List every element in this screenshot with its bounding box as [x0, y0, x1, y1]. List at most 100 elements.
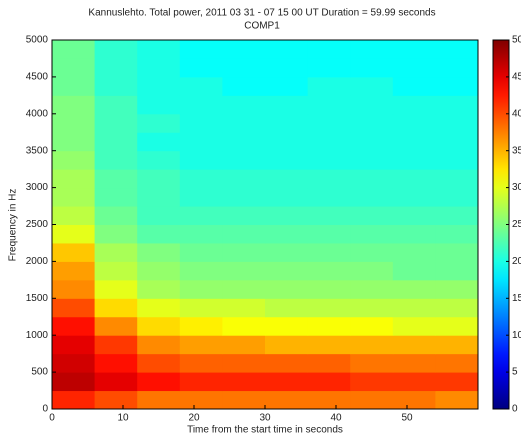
- heat-cell: [137, 76, 181, 96]
- heat-cell: [350, 335, 394, 355]
- heat-cell: [307, 298, 351, 318]
- heat-cell: [265, 95, 309, 115]
- heat-cell: [52, 279, 96, 299]
- heat-cell: [137, 242, 181, 262]
- colorbar-tick-label: 40: [512, 108, 521, 119]
- heat-cell: [392, 206, 436, 225]
- heat-cell: [179, 390, 223, 410]
- heat-cell: [222, 206, 266, 225]
- x-tick-label: 0: [49, 413, 55, 424]
- heat-cell: [94, 113, 138, 133]
- heat-cell: [307, 335, 351, 355]
- colorbar-tick-label: 0: [512, 404, 518, 415]
- heat-cell: [137, 316, 181, 336]
- heat-cell: [52, 390, 96, 410]
- heat-cell: [179, 58, 223, 78]
- heat-cell: [392, 132, 436, 152]
- y-tick-label: 0: [42, 404, 48, 415]
- heat-cell: [350, 132, 394, 152]
- heat-cell: [52, 150, 96, 170]
- heat-cell: [307, 242, 351, 262]
- heat-cell: [350, 298, 394, 318]
- heat-cell: [265, 242, 309, 262]
- heat-cell: [435, 132, 479, 152]
- heat-cell: [265, 206, 309, 225]
- heat-cell: [179, 224, 223, 244]
- heat-cell: [52, 58, 96, 78]
- heat-cell: [222, 150, 266, 170]
- heat-cell: [137, 372, 181, 392]
- heat-cell: [265, 187, 309, 207]
- heat-cell: [222, 372, 266, 392]
- y-tick-label: 2500: [26, 219, 49, 230]
- heat-cell: [435, 298, 479, 318]
- y-tick-label: 500: [31, 367, 48, 378]
- heat-cell: [307, 76, 351, 96]
- colorbar-tick-label: 35: [512, 145, 521, 156]
- heat-cell: [222, 261, 266, 281]
- heat-cell: [435, 187, 479, 207]
- heat-cell: [179, 279, 223, 299]
- heat-cell: [179, 187, 223, 207]
- heat-cell: [94, 169, 138, 189]
- heat-cell: [52, 316, 96, 336]
- heat-cell: [179, 261, 223, 281]
- heat-cell: [94, 316, 138, 336]
- heat-cell: [350, 95, 394, 115]
- heat-cell: [222, 316, 266, 336]
- heat-cell: [435, 390, 479, 410]
- heat-cell: [137, 261, 181, 281]
- heat-cell: [435, 113, 479, 133]
- heat-cell: [137, 150, 181, 170]
- heat-cell: [392, 261, 436, 281]
- heat-cell: [179, 40, 223, 59]
- heat-cell: [94, 279, 138, 299]
- x-tick-label: 40: [330, 413, 342, 424]
- heat-cell: [179, 242, 223, 262]
- heat-cell: [222, 242, 266, 262]
- heat-cell: [435, 206, 479, 225]
- heat-cell: [392, 40, 436, 59]
- heat-cell: [435, 261, 479, 281]
- y-tick-label: 4000: [26, 108, 49, 119]
- heat-cell: [179, 150, 223, 170]
- heat-cell: [392, 279, 436, 299]
- heat-cell: [137, 58, 181, 78]
- x-tick-label: 50: [401, 413, 413, 424]
- heat-cell: [222, 279, 266, 299]
- heat-cell: [52, 353, 96, 373]
- y-axis-label: Frequency in Hz: [8, 189, 19, 262]
- heat-cell: [307, 150, 351, 170]
- heat-cell: [137, 95, 181, 115]
- heat-cell: [137, 132, 181, 152]
- heat-cell: [350, 353, 394, 373]
- y-tick-label: 5000: [26, 35, 49, 46]
- heat-cell: [435, 58, 479, 78]
- heat-cell: [435, 76, 479, 96]
- heat-cell: [265, 169, 309, 189]
- heat-cell: [392, 95, 436, 115]
- heat-cell: [94, 224, 138, 244]
- heat-cell: [350, 261, 394, 281]
- heat-cell: [222, 95, 266, 115]
- heat-cell: [52, 95, 96, 115]
- heat-cell: [350, 372, 394, 392]
- x-tick-label: 20: [188, 413, 200, 424]
- heat-cell: [52, 76, 96, 96]
- heat-cell: [94, 150, 138, 170]
- heat-cell: [307, 390, 351, 410]
- heat-cell: [137, 40, 181, 59]
- heat-cell: [137, 169, 181, 189]
- heat-cell: [350, 169, 394, 189]
- heat-cell: [179, 206, 223, 225]
- heat-cell: [392, 224, 436, 244]
- heat-cell: [94, 261, 138, 281]
- heat-cell: [52, 113, 96, 133]
- heat-cell: [307, 316, 351, 336]
- heat-cell: [307, 40, 351, 59]
- heat-cell: [350, 150, 394, 170]
- heat-cell: [94, 206, 138, 225]
- heat-cell: [222, 40, 266, 59]
- heat-cell: [392, 298, 436, 318]
